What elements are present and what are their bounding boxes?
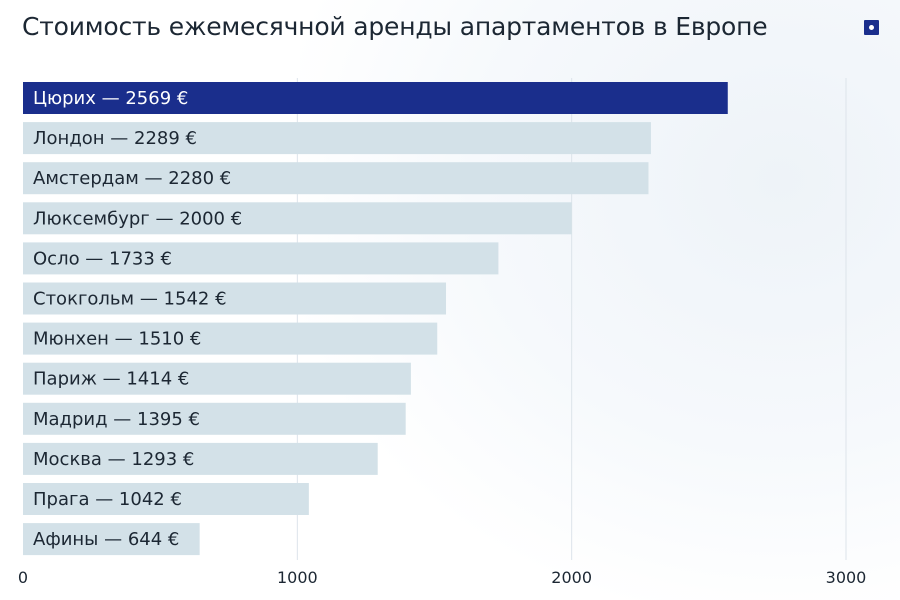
chart-title: Стоимость ежемесячной аренды апартаменто… xyxy=(22,12,768,41)
bar-label: Мадрид — 1395 € xyxy=(33,409,200,430)
bar xyxy=(23,122,651,155)
bar xyxy=(23,202,572,235)
x-tick-label: 0 xyxy=(18,568,28,587)
bar xyxy=(23,82,728,114)
bar xyxy=(23,442,378,475)
bar-label: Осло — 1733 € xyxy=(33,248,172,269)
bar-label: Цюрих — 2569 € xyxy=(33,88,188,109)
bar xyxy=(23,483,309,515)
bar xyxy=(23,362,411,395)
bar xyxy=(23,322,438,355)
x-tick-label: 2000 xyxy=(551,568,592,587)
x-tick-label: 3000 xyxy=(826,568,867,587)
x-tick-label: 1000 xyxy=(277,568,318,587)
bar-label: Париж — 1414 € xyxy=(33,369,189,390)
bars: Цюрих — 2569 € Лондон — 2289 € Амстердам —… xyxy=(23,82,728,556)
bar xyxy=(23,242,499,275)
bar xyxy=(23,402,406,435)
bar-label: Люксембург — 2000 € xyxy=(33,208,242,229)
bar-label: Афины — 644 € xyxy=(33,529,179,550)
brand-logo-icon xyxy=(864,20,879,35)
x-axis-ticks: 0 1000 2000 3000 xyxy=(18,568,866,587)
bar xyxy=(23,523,200,556)
bar-label: Москва — 1293 € xyxy=(33,449,194,470)
bar-label: Амстердам — 2280 € xyxy=(33,168,231,189)
grid-lines xyxy=(296,78,847,560)
bar-label: Прага — 1042 € xyxy=(33,489,182,510)
bar xyxy=(23,282,447,315)
bar-label: Мюнхен — 1510 € xyxy=(33,329,201,350)
bar-label: Лондон — 2289 € xyxy=(33,128,197,149)
bar-label: Стокгольм — 1542 € xyxy=(33,289,227,310)
bar xyxy=(23,162,649,195)
